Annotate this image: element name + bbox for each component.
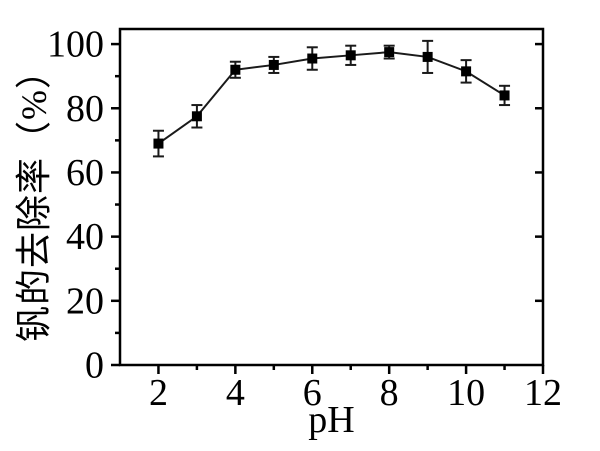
y-tick-label: 80 — [66, 88, 104, 130]
x-tick-label: 12 — [524, 372, 562, 414]
x-tick-label: 10 — [447, 372, 485, 414]
data-point — [307, 53, 318, 64]
data-point — [191, 111, 202, 122]
plot-frame — [118, 27, 545, 367]
data-line — [157, 51, 506, 145]
y-tick-label: 40 — [66, 216, 104, 258]
data-point — [499, 90, 510, 101]
y-tick-label: 100 — [47, 24, 104, 66]
data-point — [268, 59, 279, 70]
y-tick-label: 60 — [66, 152, 104, 194]
y-tick-label: 20 — [66, 280, 104, 322]
data-point — [153, 138, 164, 149]
x-tick-label: 2 — [149, 372, 168, 414]
data-point — [384, 47, 395, 58]
data-point — [461, 66, 472, 77]
x-axis-title: pH — [308, 399, 355, 441]
data-point — [230, 64, 241, 75]
x-tick-label: 8 — [380, 372, 399, 414]
data-point — [422, 51, 433, 62]
data-point — [345, 50, 356, 61]
x-tick-label: 4 — [226, 372, 245, 414]
y-tick-label: 0 — [85, 345, 104, 387]
y-axis-title: 钒的去除率（%） — [14, 52, 54, 342]
x-tick-label: 6 — [303, 372, 322, 414]
